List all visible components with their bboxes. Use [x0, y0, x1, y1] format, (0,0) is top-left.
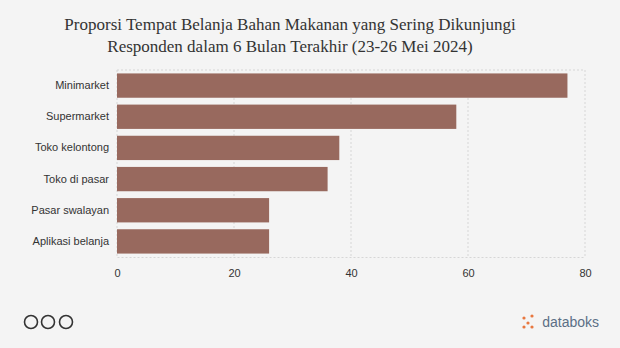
grid-line — [585, 70, 586, 257]
bar — [117, 105, 456, 129]
bar — [117, 229, 269, 253]
license-icon — [25, 316, 38, 329]
y-tick: Supermarket — [46, 110, 117, 122]
x-tick: 0 — [114, 257, 120, 279]
x-tick: 40 — [345, 257, 357, 279]
bar — [117, 198, 269, 222]
background — [0, 0, 620, 348]
plot: 0 20 40 60 80 Minimarket Supermarket Toko kelon… — [31, 70, 591, 279]
brand-icon — [522, 316, 525, 319]
grid-line — [468, 70, 469, 257]
grid — [117, 70, 585, 257]
x-tick-label: 20 — [228, 267, 240, 279]
y-tick: Toko di pasar — [44, 173, 117, 185]
grid-frame — [117, 70, 585, 71]
y-axis-line — [117, 71, 118, 258]
brand: databoks — [522, 314, 599, 330]
y-tick-label: Pasar swalayan — [31, 204, 109, 216]
brand-icon — [526, 321, 529, 324]
chart: Proporsi Tempat Belanja Bahan Makanan ya… — [0, 0, 620, 348]
license-icon — [60, 316, 73, 329]
bar — [117, 167, 328, 191]
title: Proporsi Tempat Belanja Bahan Makanan ya… — [64, 15, 516, 56]
x-tick: 60 — [462, 257, 474, 279]
y-tick-label: Toko di pasar — [44, 173, 110, 185]
brand-icon — [522, 325, 525, 328]
grid-line — [234, 70, 235, 257]
y-tick: Pasar swalayan — [31, 204, 117, 216]
brand-icon — [530, 314, 533, 317]
y-tick-label: Aplikasi belanja — [33, 235, 110, 247]
brand-icon — [530, 325, 533, 328]
x-tick-label: 0 — [114, 267, 120, 279]
y-tick: Aplikasi belanja — [33, 235, 117, 247]
grid-line — [351, 70, 352, 257]
x-tick-label: 80 — [579, 267, 591, 279]
x-tick: 20 — [228, 257, 240, 279]
bar — [117, 73, 567, 97]
title-line: Proporsi Tempat Belanja Bahan Makanan ya… — [64, 15, 516, 34]
y-tick: Toko kelontong — [35, 141, 117, 153]
y-tick: Minimarket — [55, 79, 117, 91]
x-tick: 80 — [579, 257, 591, 279]
bar — [117, 136, 339, 160]
title-line: Responden dalam 6 Bulan Terakhir (23-26 … — [107, 37, 472, 56]
annotation: databoks — [542, 314, 599, 330]
x-axis-line — [118, 257, 586, 258]
grid-line — [117, 70, 118, 257]
license-icons — [25, 316, 73, 329]
license-icon — [42, 316, 55, 329]
y-tick-label: Supermarket — [46, 110, 109, 122]
y-tick-label: Minimarket — [55, 79, 109, 91]
x-tick-label: 60 — [462, 267, 474, 279]
x-axis: 0 20 40 60 80 — [114, 257, 591, 279]
x-tick-label: 40 — [345, 267, 357, 279]
y-tick-label: Toko kelontong — [35, 141, 109, 153]
y-axis: Minimarket Supermarket Toko kelontong Toko … — [31, 71, 117, 258]
bars — [117, 73, 567, 253]
